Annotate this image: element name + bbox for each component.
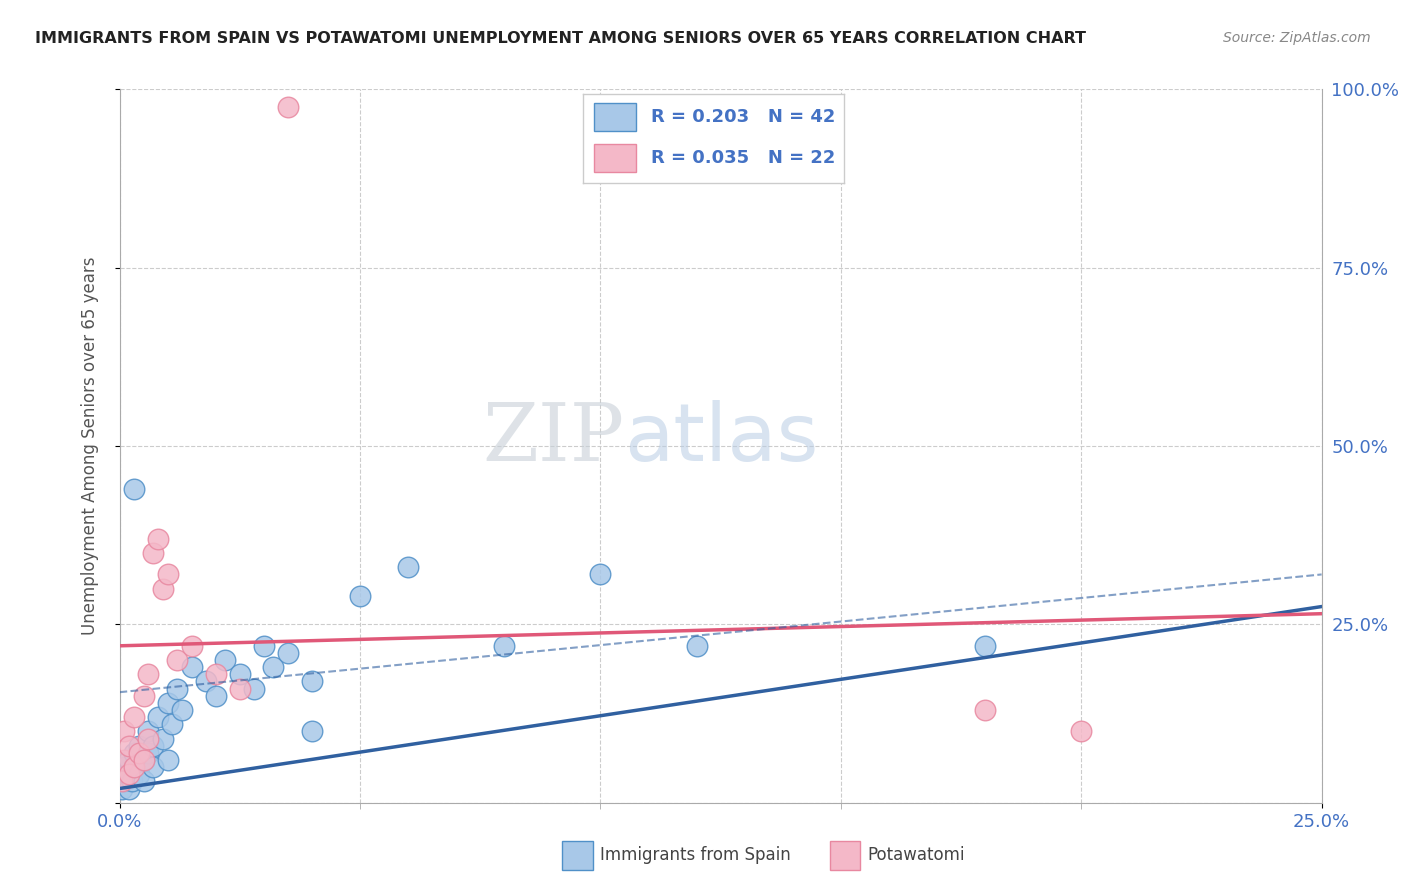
Point [228,681,252,696]
Point [122,482,145,496]
Point [162,717,184,731]
Point [118,753,141,767]
Point [156,696,179,710]
Point [132,774,155,789]
Text: IMMIGRANTS FROM SPAIN VS POTAWATOMI UNEMPLOYMENT AMONG SENIORS OVER 65 YEARS COR: IMMIGRANTS FROM SPAIN VS POTAWATOMI UNEM… [35,31,1087,46]
Point [156,567,179,582]
Point [170,703,193,717]
Point [277,100,299,114]
Point [112,724,135,739]
Point [146,710,169,724]
Point [121,774,143,789]
Point [132,753,155,767]
Point [112,760,135,774]
Point [180,639,202,653]
Point [118,739,141,753]
Point [156,753,179,767]
Point [122,746,145,760]
Point [118,767,141,781]
Text: Immigrants from Spain: Immigrants from Spain [600,847,792,864]
Point [204,689,226,703]
Point [277,646,299,660]
Point [138,724,160,739]
Point [195,674,218,689]
Text: R = 0.203   N = 42: R = 0.203 N = 42 [651,108,835,126]
Point [301,674,323,689]
Point [974,639,997,653]
Point [396,560,419,574]
Point [112,774,135,789]
Point [138,731,160,746]
Point [589,567,612,582]
Point [111,774,134,789]
Text: R = 0.035   N = 22: R = 0.035 N = 22 [651,149,835,167]
Point [974,703,997,717]
Point [152,582,174,596]
Point [142,739,165,753]
Point [214,653,236,667]
Point [115,767,138,781]
Point [253,639,276,653]
Bar [593,103,636,131]
Point [243,681,266,696]
Point [142,760,165,774]
Point [138,667,160,681]
Point [494,639,516,653]
Point [128,767,150,781]
Text: ZIP: ZIP [482,400,624,478]
Y-axis label: Unemployment Among Seniors over 65 years: Unemployment Among Seniors over 65 years [80,257,98,635]
Bar [593,144,636,172]
Point [132,753,155,767]
Text: Potawatomi: Potawatomi [868,847,965,864]
Text: atlas: atlas [624,400,818,478]
Point [166,653,188,667]
Point [180,660,202,674]
Point [166,681,188,696]
Point [228,667,252,681]
Point [138,746,160,760]
Point [204,667,226,681]
Point [146,532,169,546]
Point [685,639,707,653]
Point [112,753,135,767]
Point [111,781,134,796]
Point [301,724,323,739]
Point [128,746,150,760]
Point [118,781,141,796]
Point [122,760,145,774]
Point [128,739,150,753]
Point [122,760,145,774]
Point [122,710,145,724]
Point [262,660,284,674]
Point [132,689,155,703]
Point [349,589,371,603]
Point [1070,724,1092,739]
Text: Source: ZipAtlas.com: Source: ZipAtlas.com [1223,31,1371,45]
Point [152,731,174,746]
Point [142,546,165,560]
